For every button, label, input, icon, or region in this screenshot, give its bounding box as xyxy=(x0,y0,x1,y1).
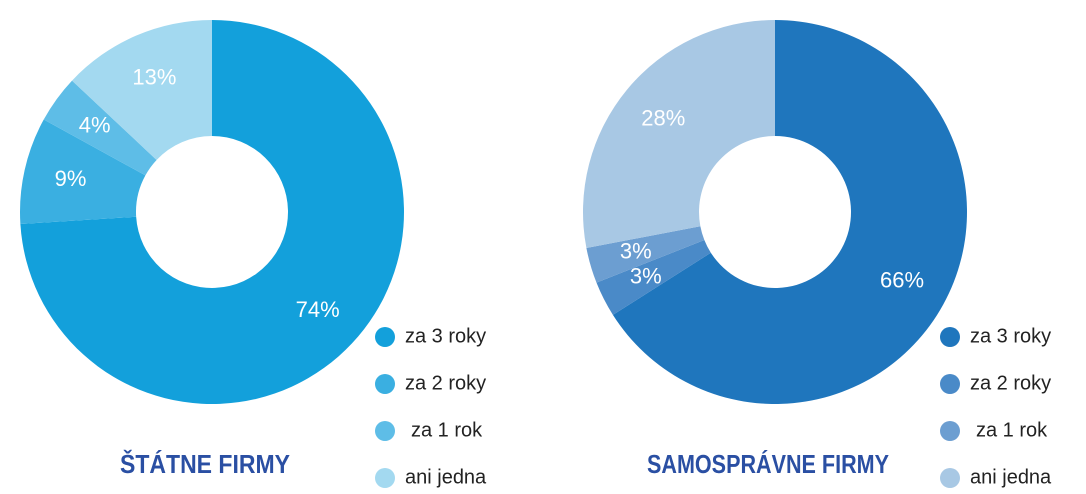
legend-swatch xyxy=(940,421,960,441)
slice-label: 9% xyxy=(55,166,87,191)
legend-label: za 1 rok xyxy=(411,419,483,441)
slice-label: 13% xyxy=(132,65,176,90)
legend-swatch xyxy=(375,374,395,394)
legend-label: za 2 roky xyxy=(405,372,486,394)
legend-label: za 1 rok xyxy=(976,419,1048,441)
chart-title: ŠTÁTNE FIRMY xyxy=(120,449,290,479)
donut-slice xyxy=(43,80,157,176)
donut-slice xyxy=(586,226,705,283)
donut-slice xyxy=(583,20,775,248)
chart-title: SAMOSPRÁVNE FIRMY xyxy=(647,449,889,479)
slice-label: 4% xyxy=(79,113,111,138)
legend-label: za 2 roky xyxy=(970,372,1051,394)
legend-swatch xyxy=(375,327,395,347)
legend-label: ani jedna xyxy=(405,466,487,488)
slice-label: 66% xyxy=(880,268,924,293)
legend-swatch xyxy=(375,468,395,488)
legend-label: za 3 roky xyxy=(970,325,1051,347)
legend-swatch xyxy=(940,327,960,347)
legend-swatch xyxy=(940,374,960,394)
donut-slice xyxy=(612,20,967,404)
donut-slice xyxy=(596,239,711,315)
legend-label: za 3 roky xyxy=(405,325,486,347)
slice-label: 74% xyxy=(296,297,340,322)
donut-slice xyxy=(20,119,146,225)
donut-slice xyxy=(20,20,404,404)
slice-label: 3% xyxy=(620,238,652,263)
slice-label: 3% xyxy=(630,264,662,289)
legend-swatch xyxy=(375,421,395,441)
donut-slice xyxy=(72,20,212,160)
slice-label: 28% xyxy=(641,105,685,130)
legend-label: ani jedna xyxy=(970,466,1052,488)
legend-swatch xyxy=(940,468,960,488)
